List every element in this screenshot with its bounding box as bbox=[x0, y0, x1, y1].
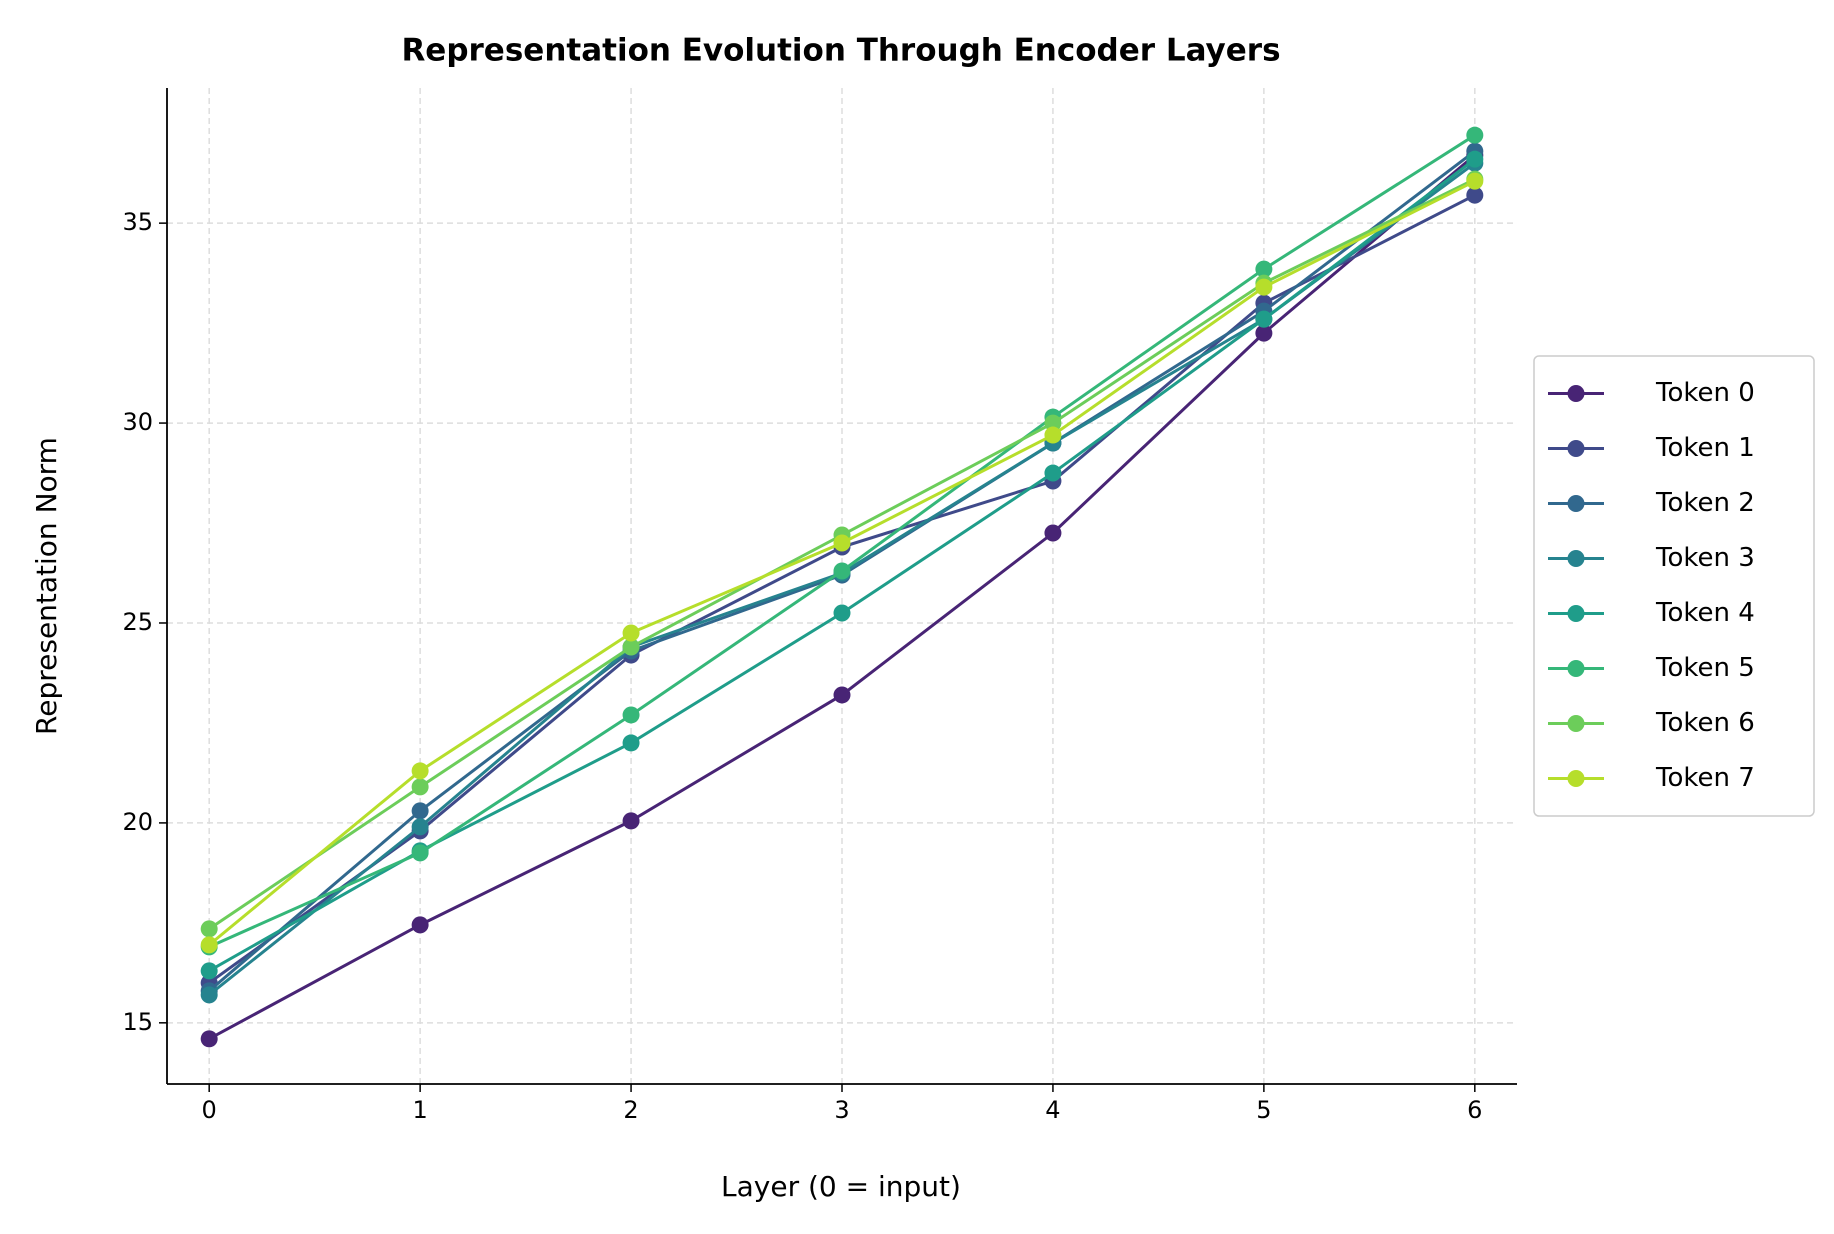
data-point bbox=[411, 762, 429, 780]
chart-title: Representation Evolution Through Encoder… bbox=[401, 33, 1280, 69]
x-tick-label: 1 bbox=[412, 1096, 427, 1124]
data-point bbox=[1466, 126, 1484, 144]
data-point bbox=[833, 534, 851, 552]
legend-label: Token 4 bbox=[1655, 598, 1755, 628]
data-point bbox=[622, 812, 640, 830]
data-point bbox=[1255, 310, 1273, 328]
data-point bbox=[411, 778, 429, 796]
legend-marker bbox=[1567, 770, 1585, 787]
legend-label: Token 5 bbox=[1655, 653, 1755, 683]
data-point bbox=[833, 686, 851, 704]
data-point bbox=[1466, 186, 1484, 204]
data-point bbox=[1044, 426, 1062, 444]
x-tick-label: 3 bbox=[834, 1096, 849, 1124]
data-point bbox=[1044, 464, 1062, 482]
y-tick-label: 20 bbox=[122, 808, 153, 836]
data-point bbox=[1255, 278, 1273, 296]
data-point bbox=[1044, 524, 1062, 542]
x-tick-label: 6 bbox=[1467, 1096, 1482, 1124]
data-point bbox=[833, 562, 851, 580]
legend-marker bbox=[1567, 550, 1585, 567]
legend-label: Token 3 bbox=[1655, 543, 1755, 573]
data-point bbox=[622, 706, 640, 724]
data-point bbox=[411, 844, 429, 862]
data-point bbox=[1466, 172, 1484, 190]
legend-label: Token 2 bbox=[1655, 488, 1755, 518]
legend-marker bbox=[1567, 440, 1585, 457]
legend-box bbox=[1533, 355, 1815, 817]
data-point bbox=[200, 1030, 218, 1048]
data-point bbox=[622, 624, 640, 642]
legend-marker bbox=[1567, 605, 1585, 622]
data-point bbox=[411, 818, 429, 836]
data-point bbox=[200, 962, 218, 980]
legend-label: Token 7 bbox=[1655, 763, 1755, 793]
data-point bbox=[1255, 324, 1273, 342]
data-point bbox=[200, 920, 218, 938]
x-tick-label: 0 bbox=[202, 1096, 217, 1124]
x-axis-label: Layer (0 = input) bbox=[721, 1170, 961, 1203]
legend: Token 0 Token 1 Token 2 Token 3 Token 4 Token… bbox=[1533, 355, 1815, 817]
data-point bbox=[1255, 260, 1273, 278]
legend-marker bbox=[1567, 715, 1585, 732]
y-axis-label: Representation Norm bbox=[30, 437, 63, 735]
legend-marker bbox=[1567, 660, 1585, 677]
x-tick-label: 4 bbox=[1045, 1096, 1060, 1124]
data-point bbox=[200, 936, 218, 954]
y-tick-label: 30 bbox=[122, 408, 153, 436]
data-point bbox=[411, 802, 429, 820]
data-point bbox=[1044, 414, 1062, 432]
data-point bbox=[411, 916, 429, 934]
data-point bbox=[1466, 150, 1484, 168]
y-tick-label: 25 bbox=[122, 608, 153, 636]
legend-label: Token 1 bbox=[1655, 433, 1755, 463]
legend-label: Token 6 bbox=[1655, 708, 1755, 738]
y-tick-label: 35 bbox=[122, 208, 153, 236]
data-point bbox=[200, 986, 218, 1004]
x-tick-label: 2 bbox=[623, 1096, 638, 1124]
data-point bbox=[622, 734, 640, 752]
legend-label: Token 0 bbox=[1655, 378, 1755, 408]
series-line bbox=[208, 154, 1476, 1041]
data-point bbox=[833, 604, 851, 622]
legend-marker bbox=[1567, 495, 1585, 512]
data-point bbox=[622, 638, 640, 656]
x-tick-label: 5 bbox=[1256, 1096, 1271, 1124]
y-tick-label: 15 bbox=[122, 1008, 153, 1036]
legend-marker bbox=[1567, 385, 1585, 402]
